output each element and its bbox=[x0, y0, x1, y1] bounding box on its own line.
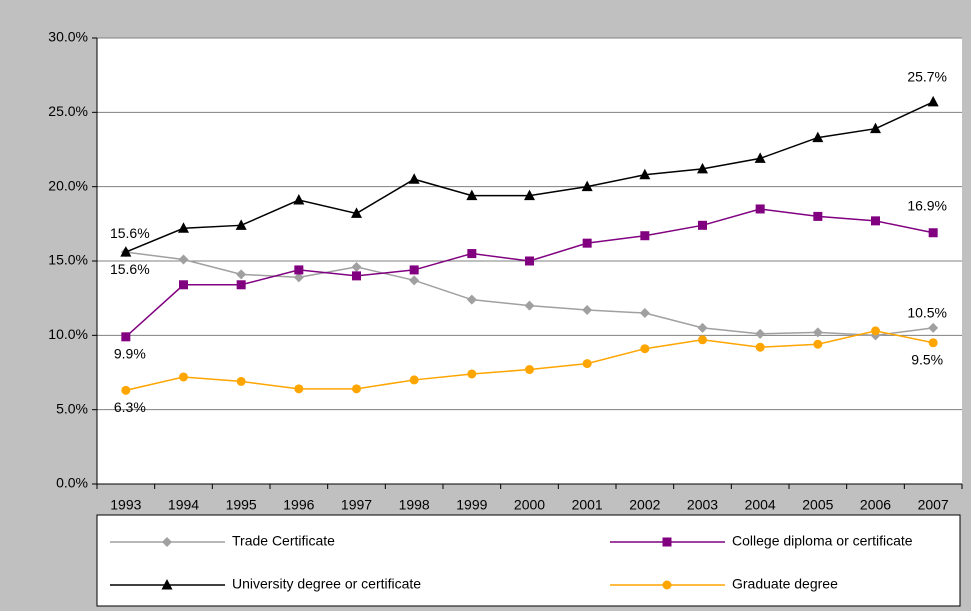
point bbox=[294, 265, 304, 275]
point bbox=[179, 372, 188, 382]
legend-marker bbox=[162, 537, 172, 547]
data-label: 15.6% bbox=[110, 261, 150, 277]
point bbox=[236, 376, 246, 386]
point bbox=[466, 294, 477, 305]
point bbox=[235, 219, 247, 230]
x-tick-label: 2006 bbox=[860, 497, 891, 513]
point bbox=[755, 328, 766, 339]
x-tick-label: 2005 bbox=[802, 497, 833, 513]
point bbox=[582, 305, 593, 316]
legend-label: College diploma or certificate bbox=[732, 533, 913, 549]
point bbox=[640, 344, 650, 354]
point bbox=[121, 385, 131, 395]
y-tick-label: 25.0% bbox=[48, 103, 88, 119]
point bbox=[639, 308, 650, 319]
point bbox=[812, 131, 824, 143]
x-tick-label: 1996 bbox=[283, 497, 314, 513]
legend-box bbox=[96, 514, 961, 607]
y-tick-label: 5.0% bbox=[56, 400, 88, 416]
legend-label: Trade Certificate bbox=[232, 533, 335, 549]
x-tick-label: 2003 bbox=[687, 497, 718, 513]
point bbox=[927, 95, 939, 107]
point bbox=[351, 261, 362, 272]
x-tick-label: 1997 bbox=[341, 497, 372, 513]
data-label: 10.5% bbox=[907, 305, 947, 321]
x-tick-label: 1995 bbox=[226, 497, 257, 513]
data-label: 15.6% bbox=[110, 225, 150, 241]
x-tick-label: 1998 bbox=[399, 497, 430, 513]
x-tick-label: 2007 bbox=[918, 497, 949, 513]
point bbox=[178, 222, 189, 233]
point bbox=[409, 375, 419, 385]
point bbox=[352, 271, 361, 281]
data-label: 25.7% bbox=[907, 69, 947, 85]
legend-marker bbox=[662, 580, 672, 590]
x-tick-label: 2000 bbox=[514, 497, 545, 513]
point bbox=[293, 272, 304, 283]
data-label: 9.9% bbox=[114, 346, 146, 362]
data-label: 6.3% bbox=[114, 399, 146, 415]
point bbox=[639, 168, 651, 180]
x-tick-label: 2001 bbox=[572, 497, 603, 513]
point bbox=[581, 180, 593, 192]
point bbox=[582, 238, 592, 248]
point bbox=[352, 384, 361, 394]
legend-marker bbox=[161, 579, 173, 590]
point bbox=[928, 338, 938, 348]
point bbox=[293, 194, 305, 205]
point bbox=[466, 189, 478, 201]
point bbox=[351, 207, 362, 218]
point bbox=[525, 365, 534, 375]
data-label: 9.5% bbox=[911, 351, 943, 367]
x-tick-label: 1999 bbox=[456, 497, 487, 513]
point bbox=[640, 231, 650, 241]
point bbox=[467, 249, 477, 259]
legend-label: Graduate degree bbox=[732, 576, 838, 592]
point bbox=[928, 228, 938, 238]
point bbox=[467, 369, 477, 379]
point bbox=[121, 332, 131, 342]
point bbox=[120, 246, 132, 257]
legend-label: University degree or certificate bbox=[232, 576, 421, 592]
point bbox=[408, 173, 420, 184]
y-tick-label: 30.0% bbox=[48, 29, 88, 45]
point bbox=[755, 342, 765, 352]
y-tick-label: 10.0% bbox=[48, 326, 88, 342]
x-tick-label: 1994 bbox=[168, 497, 199, 513]
point bbox=[871, 216, 880, 226]
point bbox=[928, 322, 939, 333]
x-tick-label: 2002 bbox=[629, 497, 660, 513]
y-tick-label: 0.0% bbox=[56, 475, 88, 491]
point bbox=[813, 339, 823, 349]
point bbox=[178, 254, 189, 265]
point bbox=[870, 122, 881, 134]
point bbox=[524, 300, 535, 311]
point bbox=[524, 189, 535, 201]
y-tick-label: 15.0% bbox=[48, 252, 88, 268]
point bbox=[698, 335, 707, 345]
point bbox=[409, 275, 420, 286]
point bbox=[236, 280, 246, 290]
point bbox=[697, 162, 708, 174]
point bbox=[179, 280, 188, 290]
point bbox=[525, 256, 534, 266]
data-label: 16.9% bbox=[907, 197, 947, 213]
point bbox=[236, 269, 247, 280]
point bbox=[409, 265, 419, 275]
x-tick-label: 2004 bbox=[745, 497, 776, 513]
point bbox=[813, 211, 823, 221]
x-tick-label: 1993 bbox=[110, 497, 141, 513]
point bbox=[698, 220, 707, 230]
point bbox=[755, 204, 765, 214]
point bbox=[294, 384, 304, 394]
point bbox=[582, 359, 592, 369]
point bbox=[871, 326, 880, 336]
point bbox=[697, 322, 708, 333]
y-tick-label: 20.0% bbox=[48, 177, 88, 193]
point bbox=[754, 152, 766, 163]
point bbox=[812, 327, 823, 338]
legend-marker bbox=[662, 537, 672, 547]
